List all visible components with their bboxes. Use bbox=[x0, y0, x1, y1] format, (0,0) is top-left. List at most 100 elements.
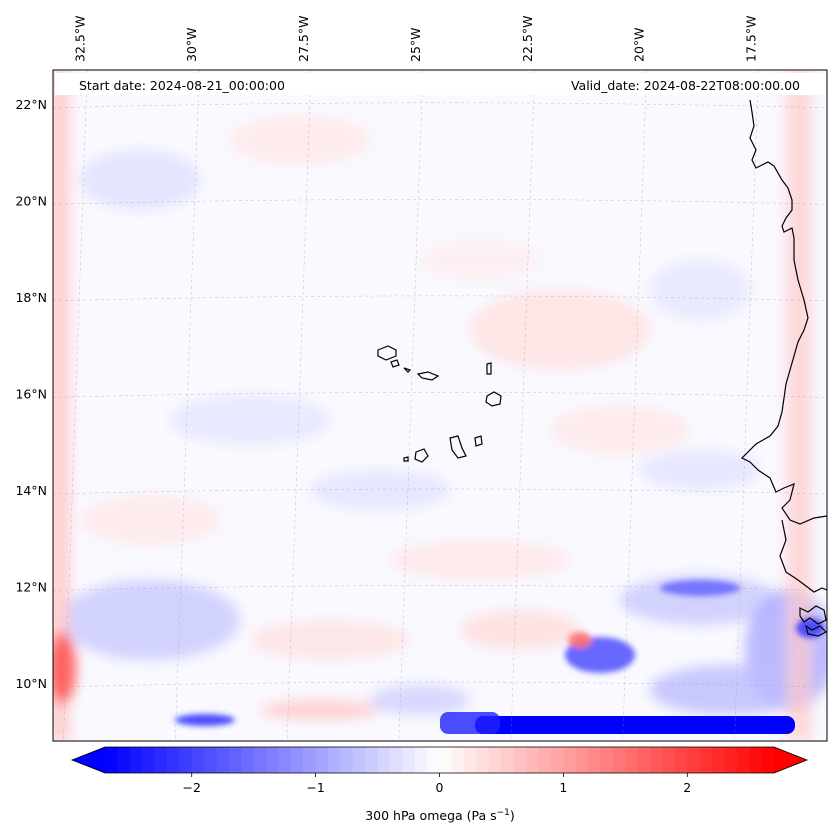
sao-nicolau-island bbox=[416, 371, 440, 381]
omega-patch bbox=[80, 495, 220, 545]
colorbar-segment bbox=[625, 747, 639, 773]
colorbar-segment bbox=[712, 747, 726, 773]
longitude-tick-label: 25°W bbox=[408, 27, 423, 62]
colorbar-tick-label: −1 bbox=[306, 780, 324, 795]
omega-patch bbox=[260, 700, 380, 720]
maio-island bbox=[474, 435, 483, 447]
meridian-gridline bbox=[286, 70, 312, 741]
meridian-gridline bbox=[510, 70, 536, 741]
info-box bbox=[55, 73, 825, 95]
gridlines bbox=[53, 70, 827, 741]
west-africa-coastline bbox=[779, 519, 827, 593]
colorbar-tick-label: −2 bbox=[183, 780, 201, 795]
omega-patch bbox=[250, 620, 410, 660]
colorbar-segment bbox=[352, 747, 366, 773]
omega-patch bbox=[53, 632, 76, 704]
colorbar-segment bbox=[476, 747, 490, 773]
colorbar-segment bbox=[365, 747, 379, 773]
colorbar-segment bbox=[377, 747, 391, 773]
omega-patch bbox=[80, 150, 200, 210]
guinea-bissau-islands bbox=[805, 624, 827, 637]
colorbar-segment bbox=[464, 747, 478, 773]
longitude-labels: 32.5°W 30°W 27.5°W 25°W 22.5°W 20°W 17.5°W bbox=[72, 16, 758, 62]
santiago-island bbox=[449, 435, 467, 459]
omega-field bbox=[53, 70, 827, 741]
colorbar-segment bbox=[674, 747, 688, 773]
colorbar-segment bbox=[489, 747, 503, 773]
latitude-tick-label: 22°N bbox=[15, 97, 47, 112]
omega-band-west bbox=[53, 70, 70, 741]
meridian-gridline bbox=[622, 70, 647, 741]
map-frame bbox=[52, 69, 828, 742]
colorbar-segment bbox=[414, 747, 428, 773]
colorbar-segment bbox=[142, 747, 156, 773]
omega-patch bbox=[370, 685, 470, 715]
colorbar-segment bbox=[513, 747, 527, 773]
latitude-tick-label: 12°N bbox=[15, 580, 47, 595]
colorbar: −2 −1 0 1 2 300 hPa omega (Pa s−1) bbox=[70, 746, 809, 823]
colorbar-segment bbox=[662, 747, 676, 773]
omega-band-east bbox=[786, 70, 812, 741]
colorbar-label: 300 hPa omega (Pa s−1) bbox=[365, 808, 515, 823]
colorbar-segment bbox=[228, 747, 242, 773]
colorbar-segment bbox=[538, 747, 552, 773]
longitude-tick-label: 27.5°W bbox=[296, 16, 311, 62]
omega-strong-band bbox=[440, 712, 500, 734]
colorbar-segment bbox=[736, 747, 750, 773]
colorbar-segment bbox=[575, 747, 589, 773]
colorbar-extend-low bbox=[72, 747, 105, 773]
omega-patch bbox=[470, 290, 650, 370]
colorbar-segment bbox=[315, 747, 329, 773]
colorbar-tick-label: 2 bbox=[683, 780, 691, 795]
omega-patch bbox=[640, 450, 760, 490]
longitude-tick-label: 22.5°W bbox=[520, 16, 535, 62]
fogo-island bbox=[414, 448, 429, 463]
omega-core-blue bbox=[660, 580, 740, 596]
colorbar-segment bbox=[216, 747, 230, 773]
colorbar-segment bbox=[650, 747, 664, 773]
colorbar-segment bbox=[563, 747, 577, 773]
colorbar-segment bbox=[427, 747, 441, 773]
latitude-tick-label: 16°N bbox=[15, 386, 47, 401]
colorbar-segment bbox=[600, 747, 614, 773]
boa-vista-island bbox=[485, 391, 502, 407]
longitude-tick-label: 20°W bbox=[632, 27, 647, 62]
longitude-tick-label: 17.5°W bbox=[743, 16, 758, 62]
meridian-gridline bbox=[174, 70, 200, 741]
colorbar-segment bbox=[154, 747, 168, 773]
parallel-gridline bbox=[53, 199, 827, 205]
omega-patch bbox=[420, 240, 540, 280]
meridian-gridline bbox=[398, 70, 424, 741]
sao-vicente-island bbox=[390, 359, 400, 368]
colorbar-segment bbox=[340, 747, 354, 773]
colorbar-extend-high bbox=[774, 747, 807, 773]
colorbar-segment bbox=[501, 747, 515, 773]
colorbar-segment bbox=[129, 747, 143, 773]
parallel-gridline bbox=[53, 488, 827, 495]
coastlines bbox=[377, 99, 827, 637]
start-date-text: Start date: 2024-08-21_00:00:00 bbox=[79, 78, 285, 93]
colorbar-segment bbox=[612, 747, 626, 773]
parallel-gridline bbox=[53, 102, 827, 109]
colorbar-segment bbox=[724, 747, 738, 773]
latitude-labels: 10°N 12°N 14°N 16°N 18°N 20°N 22°N bbox=[15, 97, 47, 691]
colorbar-ticks: −2 −1 0 1 2 bbox=[183, 773, 691, 795]
colorbar-segment bbox=[105, 747, 118, 773]
meridian-gridline bbox=[734, 70, 759, 741]
santo-antao-island bbox=[377, 345, 397, 361]
sal-island bbox=[486, 362, 492, 375]
parallel-gridline bbox=[53, 681, 827, 688]
omega-patch bbox=[550, 405, 690, 455]
latitude-tick-label: 10°N bbox=[15, 676, 47, 691]
omega-patch bbox=[230, 115, 370, 165]
santa-luzia-island bbox=[403, 367, 412, 373]
colorbar-segment bbox=[241, 747, 255, 773]
colorbar-segment bbox=[761, 747, 775, 773]
colorbar-tick-label: 0 bbox=[436, 780, 444, 795]
parallel-gridline bbox=[53, 295, 827, 302]
valid-date-text: Valid_date: 2024-08-22T08:00:00.00 bbox=[571, 78, 800, 93]
omega-patch bbox=[650, 260, 750, 320]
west-africa-coastline bbox=[740, 99, 827, 525]
omega-core-blue bbox=[175, 714, 235, 726]
